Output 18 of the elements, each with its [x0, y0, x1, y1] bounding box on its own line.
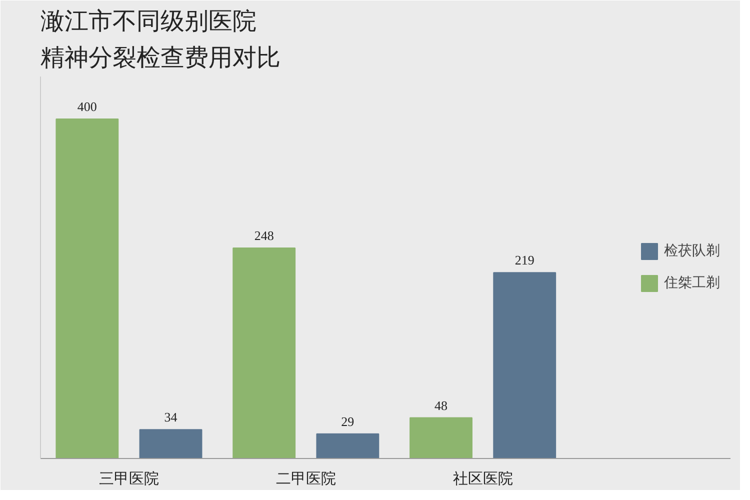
data-label: 219: [514, 252, 534, 268]
bar: [410, 417, 472, 458]
bar: [139, 429, 202, 458]
data-label: 248: [254, 228, 274, 243]
legend-label: 检茯队剃: [664, 242, 720, 260]
legend-label: 住桀工剃: [664, 274, 720, 292]
x-tick-label: 社区医院: [452, 470, 513, 488]
data-label: 400: [77, 98, 97, 114]
data-label: 34: [164, 410, 178, 425]
x-tick-label: 二甲医院: [276, 470, 336, 488]
data-label: 29: [341, 414, 354, 429]
bar: [56, 118, 119, 458]
data-label: 48: [434, 398, 448, 413]
bar: [316, 433, 380, 458]
chart-title: 澉江市不同级别医院精神分裂检查费用对比: [40, 7, 280, 72]
x-tick-label: 三甲医院: [98, 470, 159, 488]
bar: [232, 247, 296, 458]
bar: [493, 272, 556, 458]
